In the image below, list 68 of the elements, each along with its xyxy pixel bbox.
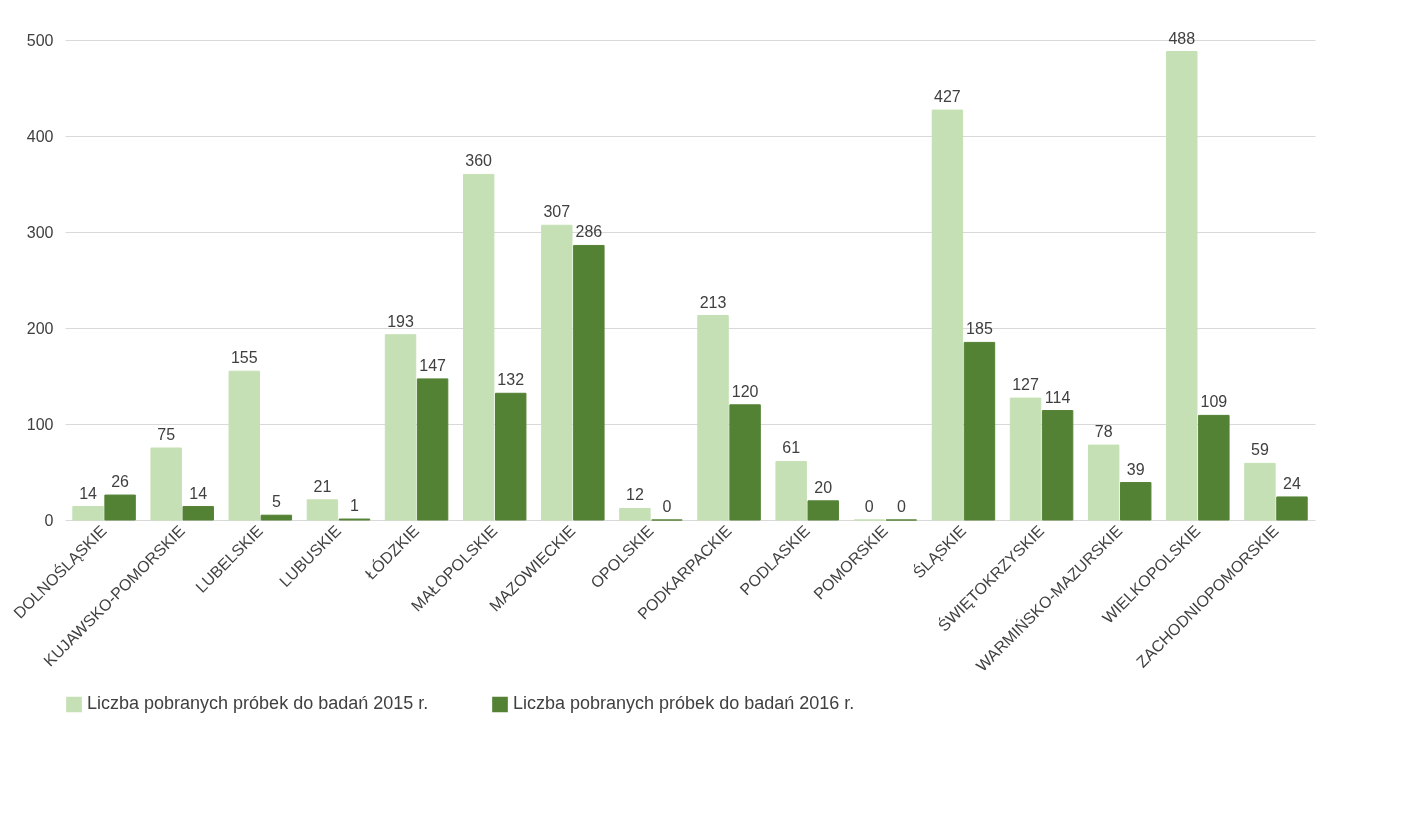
bar: [1087, 444, 1120, 521]
data-label: 286: [575, 223, 603, 241]
data-label: 0: [662, 498, 672, 515]
legend-label: Liczba pobranych próbek do badań 2016 r.: [513, 693, 855, 714]
data-label: 59: [1251, 441, 1269, 459]
data-label: 155: [230, 349, 258, 367]
y-tick-label: 100: [26, 415, 54, 433]
y-tick-label: 0: [44, 511, 54, 529]
bar: [931, 109, 964, 521]
data-label: 427: [934, 88, 961, 106]
data-label: 39: [1126, 460, 1145, 478]
legend-label: Liczba pobranych próbek do badań 2015 r.: [87, 693, 429, 714]
bar: [1009, 397, 1042, 521]
bar: [384, 334, 417, 521]
data-label: 193: [387, 312, 414, 330]
y-tick-label: 200: [26, 319, 54, 337]
data-label: 61: [782, 439, 801, 457]
bar: [729, 404, 761, 521]
bar: [494, 392, 527, 521]
data-label: 109: [1200, 393, 1228, 411]
bar: [541, 224, 573, 521]
data-label: 1: [350, 497, 360, 515]
bar: [775, 460, 807, 521]
bar: [72, 506, 104, 521]
data-label: 213: [699, 293, 727, 311]
data-label: 14: [79, 484, 98, 502]
bar: [260, 514, 293, 521]
data-label: 20: [814, 478, 833, 496]
data-label: 12: [626, 486, 644, 504]
data-label: 5: [271, 493, 281, 511]
bar: [807, 500, 839, 521]
bar: [963, 341, 996, 521]
bar: [1119, 482, 1152, 521]
data-label: 185: [966, 320, 993, 338]
data-label: 127: [1012, 376, 1039, 394]
bar: [573, 244, 605, 521]
bar: [1244, 462, 1276, 521]
bar: [416, 378, 449, 521]
data-label: 120: [731, 382, 759, 400]
bar: [228, 370, 261, 521]
data-label: 114: [1044, 388, 1071, 406]
y-tick-label: 500: [26, 31, 54, 49]
bar: [619, 507, 651, 521]
data-label: 0: [896, 498, 906, 515]
data-label: 147: [419, 356, 447, 374]
data-label: 24: [1283, 474, 1301, 492]
bar: [104, 494, 136, 521]
data-label: 21: [313, 477, 332, 495]
data-label: 488: [1168, 29, 1196, 47]
bar: [1166, 51, 1198, 521]
data-label: 75: [157, 426, 176, 443]
bar: [1276, 496, 1308, 521]
bar: [306, 499, 339, 521]
y-tick-label: 300: [26, 223, 54, 241]
bar: [1198, 414, 1230, 521]
data-label: 78: [1094, 423, 1113, 441]
data-label: 26: [111, 473, 130, 491]
bar: [182, 506, 214, 521]
bar: [462, 173, 495, 521]
data-label: 307: [543, 203, 571, 221]
bar: [1041, 410, 1074, 521]
data-label: 132: [497, 371, 525, 389]
data-label: 0: [864, 498, 874, 515]
data-label: 360: [465, 152, 493, 170]
bar: [697, 315, 729, 521]
data-label: 14: [189, 484, 208, 502]
y-tick-label: 400: [26, 127, 54, 145]
bar: [150, 447, 182, 521]
